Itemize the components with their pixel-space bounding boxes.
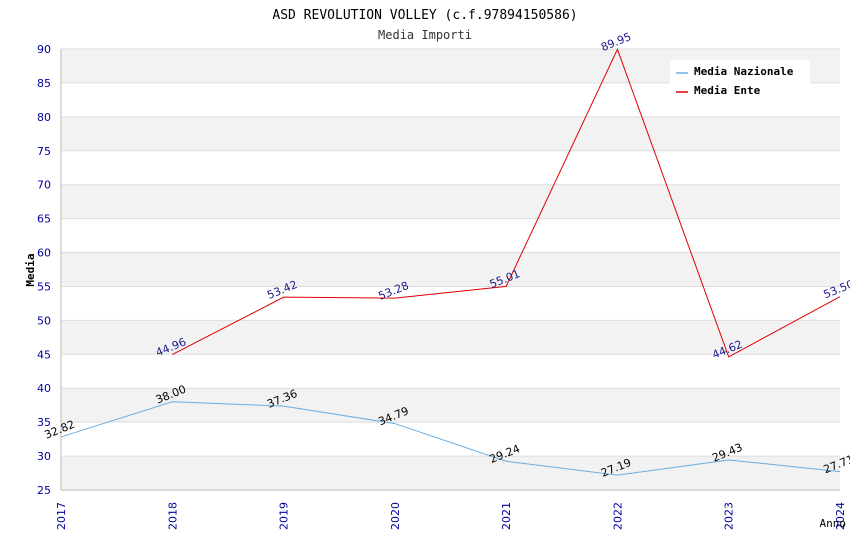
y-tick-label: 45 xyxy=(37,348,51,361)
y-tick-label: 75 xyxy=(37,145,51,158)
x-tick-label: 2021 xyxy=(500,502,513,530)
legend-label-national: Media Nazionale xyxy=(694,65,794,78)
plot-band xyxy=(61,456,840,490)
x-tick-label: 2017 xyxy=(55,502,68,530)
plot-bands xyxy=(61,49,840,490)
axes xyxy=(60,49,840,491)
y-tick-label: 60 xyxy=(37,247,51,260)
series-line-national xyxy=(60,401,841,476)
y-tick-label: 35 xyxy=(37,416,51,429)
x-axis-label: Anno xyxy=(820,517,847,530)
x-tick-label: 2018 xyxy=(166,502,179,530)
x-tick-label: 2020 xyxy=(389,502,402,530)
y-tick-label: 65 xyxy=(37,213,51,226)
series-lines xyxy=(60,48,841,476)
y-axis-label: Media xyxy=(24,253,37,286)
x-tick-label: 2019 xyxy=(278,502,291,530)
y-tick-label: 40 xyxy=(37,382,51,395)
legend-box xyxy=(670,60,810,102)
x-tick-label: 2023 xyxy=(723,502,736,530)
plot-band xyxy=(61,388,840,423)
y-tick-label: 80 xyxy=(37,111,51,124)
y-tick-label: 30 xyxy=(37,450,51,463)
legend-label-ente: Media Ente xyxy=(694,84,761,97)
x-axis-ticks: 2017 2018 2019 2020 2021 2022 2023 2024 xyxy=(55,502,847,530)
chart-title: ASD REVOLUTION VOLLEY (c.f.97894150586) xyxy=(272,8,577,23)
plot-band xyxy=(61,320,840,355)
series-line-ente xyxy=(172,48,841,358)
legend: Media Nazionale Media Ente xyxy=(670,60,810,102)
plot-band xyxy=(61,252,840,287)
y-tick-label: 85 xyxy=(37,77,51,90)
y-tick-label: 70 xyxy=(37,179,51,192)
y-axis-ticks: 25 30 35 40 45 50 55 60 65 70 75 80 85 90 xyxy=(37,43,51,497)
plot-band xyxy=(61,116,840,151)
y-tick-label: 25 xyxy=(37,484,51,497)
x-tick-label: 2022 xyxy=(611,502,624,530)
x-tick-label: 2024 xyxy=(834,502,847,530)
plot-band xyxy=(61,184,840,219)
y-tick-label: 90 xyxy=(37,43,51,56)
chart-subtitle: Media Importi xyxy=(378,28,472,42)
y-tick-label: 50 xyxy=(37,314,51,327)
y-tick-label: 55 xyxy=(37,280,51,293)
